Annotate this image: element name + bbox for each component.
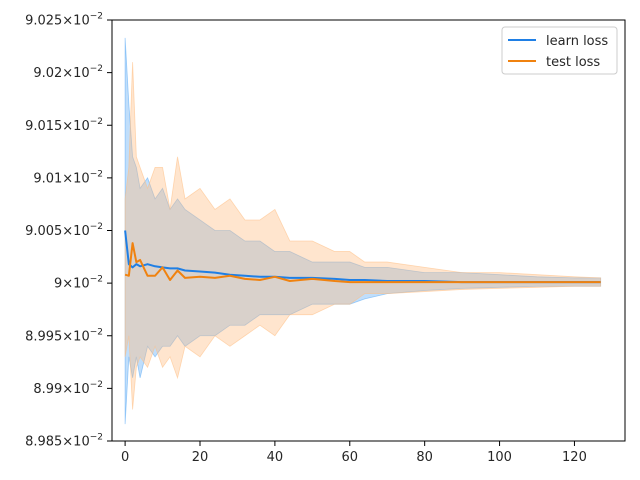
confidence-bands bbox=[124, 37, 602, 425]
x-tick-label: 120 bbox=[562, 450, 587, 465]
y-tick-label: 9.015×10−2 bbox=[25, 117, 103, 134]
series-line-test-loss bbox=[124, 242, 601, 284]
y-tick-label: 9.01×10−2 bbox=[33, 169, 103, 186]
legend-label-test-loss: test loss bbox=[546, 55, 600, 70]
y-tick-label: 9.02×10−2 bbox=[33, 64, 103, 81]
y-tick-label: 8.99×10−2 bbox=[33, 380, 103, 397]
x-axis-ticks: 0 20 40 60 80 100 120 bbox=[121, 441, 587, 465]
x-tick-label: 0 bbox=[121, 450, 129, 465]
x-tick-label: 40 bbox=[267, 450, 284, 465]
y-tick-label: 8.985×10−2 bbox=[25, 433, 103, 450]
y-tick-label: 9×10−2 bbox=[54, 275, 103, 292]
series-lines bbox=[124, 230, 601, 284]
x-tick-label: 20 bbox=[192, 450, 209, 465]
y-tick-label: 9.005×10−2 bbox=[25, 222, 103, 239]
x-tick-label: 80 bbox=[416, 450, 433, 465]
legend-label-learn-loss: learn loss bbox=[546, 34, 608, 49]
y-tick-label: 8.995×10−2 bbox=[25, 327, 103, 344]
x-tick-label: 60 bbox=[342, 450, 359, 465]
y-axis-ticks: 8.985×10−2 8.99×10−2 8.995×10−2 9×10−2 9.005… bbox=[25, 12, 112, 450]
y-tick-label: 9.025×10−2 bbox=[25, 12, 103, 29]
legend: learn loss test loss bbox=[501, 26, 618, 75]
legend-box bbox=[501, 26, 618, 75]
band-test-loss bbox=[124, 62, 602, 410]
x-tick-label: 100 bbox=[487, 450, 512, 465]
